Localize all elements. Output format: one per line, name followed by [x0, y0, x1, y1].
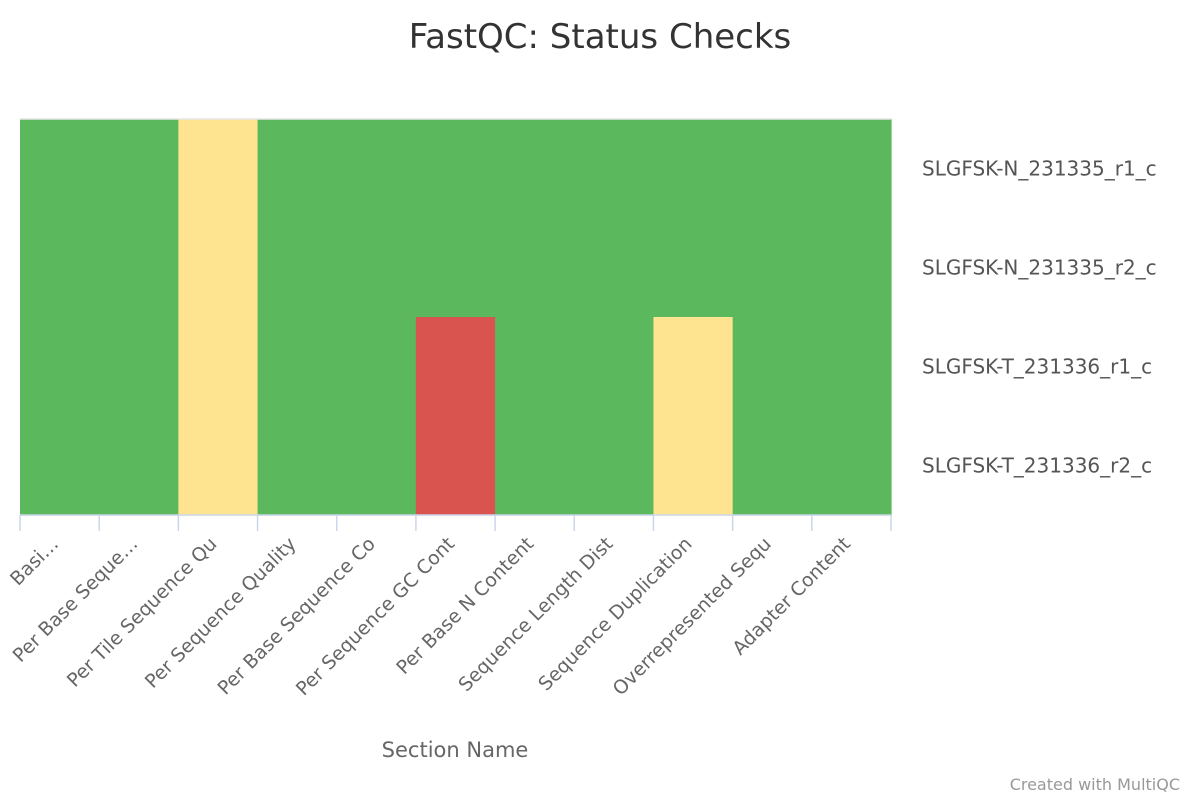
- heatmap-cell[interactable]: [574, 416, 655, 516]
- column-label: Per Sequence GC Cont: [292, 533, 459, 700]
- heatmap-cell[interactable]: [336, 218, 417, 318]
- heatmap-cell[interactable]: [811, 119, 892, 219]
- x-axis-title: Section Name: [382, 738, 529, 762]
- row-labels: SLGFSK-N_231335_r1_c SLGFSK-N_231335_r2_c…: [922, 157, 1157, 478]
- heatmap-cell[interactable]: [178, 317, 259, 417]
- column-labels: Basi…Per Base Seque…Per Tile Sequence Qu…: [6, 533, 855, 700]
- x-axis: [19, 514, 892, 531]
- column-label: Overrepresented Sequ: [609, 533, 776, 700]
- column-label: Per Base Sequence Co: [213, 533, 379, 699]
- heatmap-cell[interactable]: [99, 119, 179, 219]
- row-label: SLGFSK-T_231336_r2_c: [922, 454, 1152, 478]
- column-label: Per Tile Sequence Qu: [63, 533, 222, 692]
- heatmap-cell[interactable]: [178, 218, 259, 318]
- column-label: Per Sequence Quality: [141, 533, 301, 693]
- heatmap-cell[interactable]: [653, 218, 734, 318]
- heatmap-cell[interactable]: [415, 317, 496, 417]
- row-label: SLGFSK-T_231336_r1_c: [922, 355, 1152, 379]
- heatmap-cell[interactable]: [574, 317, 655, 417]
- heatmap-cell[interactable]: [178, 416, 259, 516]
- column-label: Sequence Length Dist: [454, 533, 617, 696]
- heatmap-cell[interactable]: [20, 218, 100, 318]
- heatmap-cell[interactable]: [653, 317, 734, 417]
- heatmap-cell[interactable]: [20, 317, 100, 417]
- heatmap-cell[interactable]: [415, 416, 496, 516]
- row-label: SLGFSK-N_231335_r1_c: [922, 157, 1157, 181]
- heatmap-cell[interactable]: [99, 416, 179, 516]
- heatmap-cell[interactable]: [20, 119, 100, 219]
- heatmap-cell[interactable]: [732, 317, 813, 417]
- heatmap-cell[interactable]: [257, 416, 338, 516]
- heatmap-cell[interactable]: [178, 119, 259, 219]
- heatmap-cell[interactable]: [415, 218, 496, 318]
- column-label: Per Base N Content: [392, 533, 538, 679]
- credit-text[interactable]: Created with MultiQC: [1010, 775, 1180, 794]
- heatmap-cell[interactable]: [336, 119, 417, 219]
- heatmap-cell[interactable]: [257, 218, 338, 318]
- heatmap-cell[interactable]: [495, 416, 575, 516]
- column-label: Basi…: [6, 533, 63, 590]
- heatmap-cell[interactable]: [495, 119, 575, 219]
- row-label: SLGFSK-N_231335_r2_c: [922, 256, 1157, 280]
- heatmap-cell[interactable]: [99, 218, 179, 318]
- heatmap-cell[interactable]: [574, 119, 655, 219]
- heatmap-cell[interactable]: [732, 119, 813, 219]
- heatmap-cell[interactable]: [257, 119, 338, 219]
- heatmap-cell[interactable]: [336, 317, 417, 417]
- heatmap-cell[interactable]: [415, 119, 496, 219]
- column-label: Sequence Duplication: [534, 533, 696, 695]
- heatmap-cell[interactable]: [811, 317, 892, 417]
- heatmap-cell[interactable]: [653, 119, 734, 219]
- heatmap-cell[interactable]: [811, 218, 892, 318]
- heatmap-cell[interactable]: [574, 218, 655, 318]
- heatmap-cell[interactable]: [336, 416, 417, 516]
- heatmap-cell[interactable]: [99, 317, 179, 417]
- heatmap-cell[interactable]: [495, 218, 575, 318]
- heatmap-cells: [20, 119, 892, 516]
- heatmap-cell[interactable]: [257, 317, 338, 417]
- heatmap-cell[interactable]: [732, 416, 813, 516]
- heatmap-cell[interactable]: [20, 416, 100, 516]
- heatmap-cell[interactable]: [495, 317, 575, 417]
- heatmap-cell[interactable]: [811, 416, 892, 516]
- heatmap-cell[interactable]: [653, 416, 734, 516]
- heatmap-cell[interactable]: [732, 218, 813, 318]
- chart-title: FastQC: Status Checks: [409, 17, 792, 57]
